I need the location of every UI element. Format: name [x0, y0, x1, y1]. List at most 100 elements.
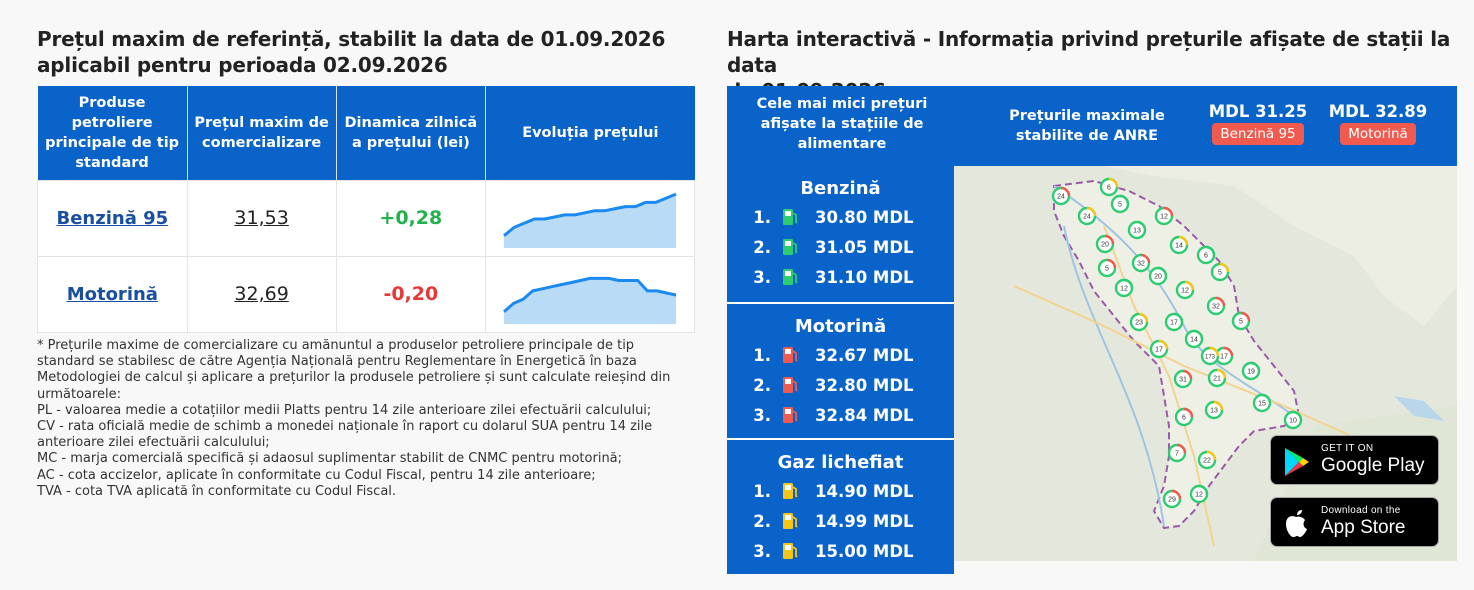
pump-window: [785, 485, 791, 490]
station-marker[interactable]: 12: [1114, 278, 1134, 298]
app-store-button[interactable]: Download on the App Store: [1270, 497, 1439, 547]
marker-ring-segment: [1223, 346, 1234, 357]
station-marker[interactable]: 20: [1095, 234, 1115, 254]
station-marker[interactable]: 22: [1197, 450, 1217, 470]
methodology-note: * Prețurile maxime de comercializare cu …: [37, 338, 671, 499]
station-marker[interactable]: 32: [1206, 296, 1226, 316]
station-marker[interactable]: 24: [1051, 186, 1071, 206]
station-marker[interactable]: 5: [1110, 194, 1130, 214]
marker-ring-segment: [1182, 369, 1193, 380]
marker-ring-segment: [1136, 220, 1147, 231]
marker-ring-segment: [1215, 296, 1226, 307]
list-item: 2. 14.99 MDL: [753, 511, 914, 531]
fuel-box-benzina: Benzină 1. 30.80 MDL 2. 31.05 MDL 3. 31.10 …: [727, 166, 954, 302]
marker-ring-segment: [1123, 278, 1134, 289]
station-marker[interactable]: 20: [1148, 266, 1168, 286]
map-canvas[interactable]: 24 6 5 12 24 13 20 14 6 32 5 20 5 12 12 32 23 17 5 17 14 17 17…: [954, 166, 1457, 561]
change-cell: +0,28: [335, 179, 487, 257]
station-marker[interactable]: 17: [1149, 339, 1169, 359]
station-marker[interactable]: 5: [1231, 311, 1251, 331]
station-marker[interactable]: 24: [1077, 206, 1097, 226]
pump-window: [785, 515, 791, 520]
list-item: 3. 15.00 MDL: [753, 541, 914, 561]
marker-label: 20: [1154, 274, 1162, 281]
station-marker[interactable]: 12: [1175, 280, 1195, 300]
station-marker[interactable]: 19: [1241, 361, 1261, 381]
marker-label: 22: [1203, 458, 1211, 465]
marker-label: 14: [1190, 337, 1198, 344]
marker-ring-segment: [1138, 312, 1149, 323]
station-marker[interactable]: 5: [1097, 258, 1117, 278]
marker-ring-segment: [1240, 311, 1251, 322]
header-max-price: Prețul maxim de comercializare: [187, 86, 337, 180]
station-marker[interactable]: 6: [1174, 407, 1194, 427]
station-marker[interactable]: 7: [1167, 443, 1187, 463]
lowest-price-list: Benzină 1. 30.80 MDL 2. 31.05 MDL 3. 31.10 …: [727, 166, 954, 574]
marker-label: 12: [1160, 214, 1168, 221]
pump-window: [785, 241, 791, 246]
marker-label: 17: [1220, 354, 1228, 361]
marker-label: 21: [1213, 376, 1221, 383]
station-marker[interactable]: 13: [1127, 220, 1147, 240]
pump-hose: [792, 410, 798, 422]
station-marker[interactable]: 5: [1210, 262, 1230, 282]
station-marker[interactable]: 32: [1131, 253, 1151, 273]
station-marker[interactable]: 173: [1200, 346, 1220, 366]
station-marker[interactable]: 14: [1169, 235, 1189, 255]
change-cell: -0,20: [335, 255, 487, 333]
fuel-pump-icon: [783, 269, 798, 285]
station-marker[interactable]: 17: [1164, 312, 1184, 332]
sparkline-line: [503, 276, 677, 313]
pump-hose: [792, 350, 798, 362]
google-play-button[interactable]: GET IT ON Google Play: [1270, 435, 1439, 485]
pump-hose: [792, 380, 798, 392]
marker-label: 12: [1195, 492, 1203, 499]
station-marker[interactable]: 29: [1162, 489, 1182, 509]
station-marker[interactable]: 6: [1099, 177, 1119, 197]
product-link-benzina[interactable]: Benzină 95: [56, 208, 169, 229]
stations-map[interactable]: 24 6 5 12 24 13 20 14 6 32 5 20 5 12 12 32 23 17 5 17 14 17 17…: [954, 166, 1457, 561]
marker-ring-segment: [1184, 280, 1195, 291]
marker-ring-segment: [1205, 245, 1216, 256]
header-price-evolution: Evoluția prețului: [485, 86, 695, 180]
price-table: Produse petroliere principale de tip sta…: [37, 86, 695, 333]
station-marker[interactable]: 31: [1173, 369, 1193, 389]
fuel-pump-icon: [783, 239, 798, 255]
map-water: [1394, 396, 1444, 421]
marker-ring-segment: [1106, 258, 1117, 269]
marker-ring-segment: [1086, 206, 1097, 217]
station-marker[interactable]: 13: [1204, 400, 1224, 420]
fuel-pump-icon: [783, 407, 798, 423]
marker-ring-segment: [1104, 234, 1115, 245]
station-marker[interactable]: 23: [1129, 312, 1149, 332]
pump-hose: [792, 272, 798, 284]
sparkline-motorina: [503, 276, 677, 324]
marker-ring-segment: [1209, 346, 1220, 357]
marker-ring-segment: [1261, 393, 1272, 404]
apple-icon: [1286, 510, 1307, 538]
marker-label: 23: [1135, 320, 1143, 327]
interactive-map-section: Harta interactivă - Informația privind p…: [727, 26, 1457, 574]
station-marker[interactable]: 10: [1283, 410, 1303, 430]
badge-motorina: Motorină: [1340, 123, 1416, 145]
station-marker[interactable]: 14: [1184, 329, 1204, 349]
station-marker[interactable]: 12: [1189, 484, 1209, 504]
table-header-row: Produse petroliere principale de tip sta…: [37, 86, 695, 180]
product-link-motorina[interactable]: Motorină: [66, 284, 158, 305]
station-marker[interactable]: 21: [1207, 368, 1227, 388]
station-marker[interactable]: 12: [1154, 206, 1174, 226]
pump-window: [785, 545, 791, 550]
station-marker[interactable]: 15: [1252, 393, 1272, 413]
marker-ring-segment: [1178, 235, 1189, 246]
station-marker[interactable]: 6: [1196, 245, 1216, 265]
marker-label: 7: [1175, 451, 1179, 458]
google-play-icon: [1285, 448, 1309, 476]
marker-label: 5: [1218, 270, 1222, 277]
marker-ring-segment: [1206, 450, 1217, 461]
marker-ring-segment: [1176, 443, 1187, 454]
table-row: Benzină 95 31,53 +0,28: [37, 179, 695, 257]
pump-hose: [792, 486, 798, 498]
marker-label: 6: [1182, 415, 1186, 422]
header-daily-change: Dinamica zilnică a prețului (lei): [336, 86, 487, 180]
fuel-pump-icon: [783, 513, 798, 529]
